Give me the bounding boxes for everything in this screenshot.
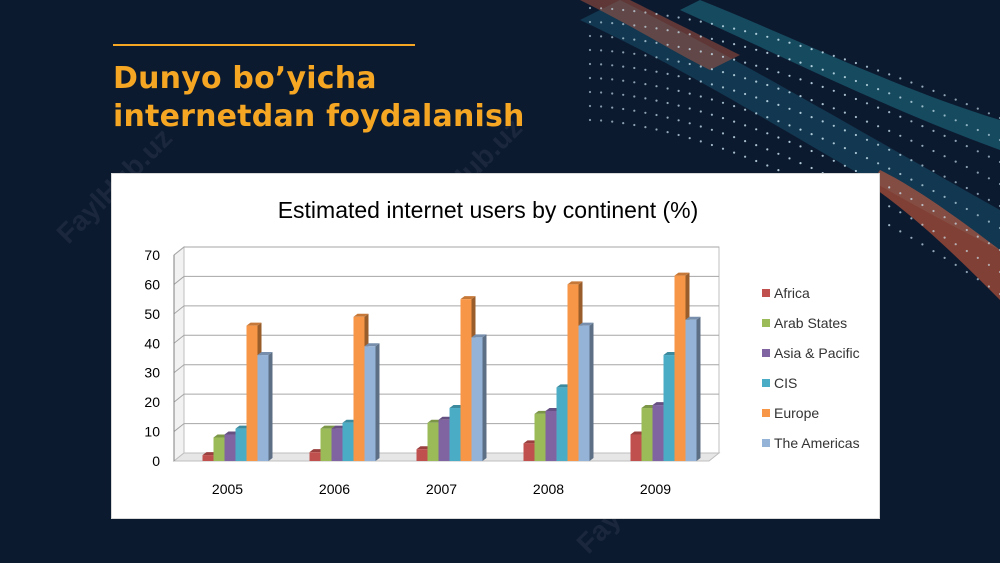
y-tick-label: 70 [144,247,160,263]
legend-label: Europe [774,405,819,421]
legend-label: CIS [774,375,797,391]
gridline [173,334,719,344]
legend-label: Asia & Pacific [774,345,860,361]
x-tick-label: 2008 [533,481,564,497]
bar-top [460,296,476,300]
bar-side [482,334,487,461]
bar-top [567,281,583,285]
x-tick-label: 2009 [640,481,671,497]
title-accent-rule [113,44,415,46]
legend-label: The Americas [774,435,860,451]
bar-front [545,410,557,461]
bar-front [257,355,269,461]
gridline [173,275,719,285]
bar-front [331,428,343,461]
bar-top [674,272,690,276]
bar-top [471,334,487,338]
slide-title: Dunyo bo’yicha internetdan foydalanish [113,60,525,136]
y-tick-label: 40 [144,335,160,351]
bar-front [685,319,697,461]
bar-front [427,422,439,461]
legend-swatch [762,379,770,387]
gridline [173,246,719,256]
bar-front [309,452,321,461]
bar-top [353,313,369,317]
bar-front [578,325,590,461]
bar-front [556,387,568,461]
bar-front [534,413,546,461]
legend-swatch [762,349,770,357]
bar-top [257,352,273,356]
chart-title: Estimated internet users by continent (%… [278,197,699,223]
y-tick-label: 0 [152,453,160,469]
bar-front [449,408,461,461]
gridline [173,305,719,315]
bar-front [353,316,365,461]
bar-front [471,337,483,461]
y-tick-label: 30 [144,365,160,381]
bar [257,352,273,461]
bar-front [416,449,428,461]
gridline [173,393,719,403]
bar [364,343,380,461]
x-tick-label: 2006 [319,481,350,497]
bar [578,322,594,461]
bar-front [567,284,579,461]
bar-top [364,343,380,347]
y-tick-label: 10 [144,424,160,440]
legend-swatch [762,289,770,297]
y-tick-label: 60 [144,276,160,292]
chart-legend: Africa Arab States Asia & Pacific CIS Europe… [762,285,860,451]
x-tick-label: 2007 [426,481,457,497]
bar-front [652,405,664,461]
bar-front [364,346,376,461]
legend-swatch [762,319,770,327]
legend-label: Arab States [774,315,847,331]
background-wave-decoration [580,0,1000,300]
bar-front [320,428,332,461]
y-tick-label: 20 [144,394,160,410]
bar-front [674,275,686,461]
chart-card: Estimated internet users by continent (%… [112,174,879,518]
bar [685,316,701,461]
bar-chart: Estimated internet users by continent (%… [144,197,860,497]
bar-front [523,443,535,461]
bar-front [438,419,450,461]
bar-front [246,325,258,461]
bar-side [375,343,380,461]
legend-swatch [762,409,770,417]
bar-top [246,322,262,326]
bar-top [685,316,701,320]
chart-side-wall [173,245,185,463]
bar-front [641,408,653,461]
bar-front [224,434,236,461]
bar-top [578,322,594,326]
bar-front [630,434,642,461]
bar-front [342,422,354,461]
bar-front [235,428,247,461]
bar-front [213,437,225,461]
bar-front [460,299,472,461]
legend-swatch [762,439,770,447]
legend-label: Africa [774,285,810,301]
bar-front [202,455,214,461]
slide-title-line-1: Dunyo bo’yicha [113,61,377,96]
slide-title-line-2: internetdan foydalanish [113,99,525,134]
bar-front [663,355,675,461]
bar-top [320,425,336,429]
bar-side [589,322,594,461]
bar-side [268,352,273,461]
bar-side [696,316,701,461]
x-tick-label: 2005 [212,481,243,497]
y-tick-label: 50 [144,306,160,322]
gridline [173,364,719,374]
bar [471,334,487,461]
